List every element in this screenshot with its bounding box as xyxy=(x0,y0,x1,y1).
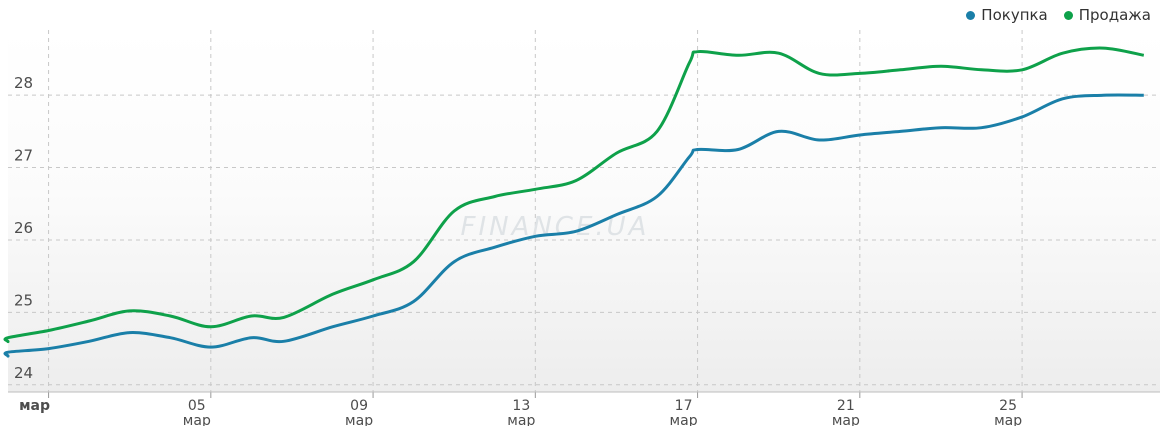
x-tick-label: 17 xyxy=(675,398,693,414)
legend-label-sell: Продажа xyxy=(1078,6,1151,24)
x-tick-label: мар xyxy=(19,398,50,414)
x-tick-sublabel: мар xyxy=(345,413,373,426)
x-tick-sublabel: мар xyxy=(507,413,535,426)
y-tick-label: 24 xyxy=(14,364,33,382)
x-tick-label: 21 xyxy=(837,398,855,414)
x-tick-label: 05 xyxy=(188,398,206,414)
y-tick-label: 26 xyxy=(14,219,33,237)
plot-background xyxy=(8,30,1160,392)
legend-dot-sell-icon xyxy=(1063,10,1073,20)
x-tick-sublabel: мар xyxy=(670,413,698,426)
x-tick-label: 25 xyxy=(999,398,1017,414)
legend-item-sell[interactable]: Продажа xyxy=(1063,6,1151,24)
watermark: FINANCE.UA xyxy=(461,212,650,242)
legend-label-buy: Покупка xyxy=(981,6,1048,24)
legend-dot-buy-icon xyxy=(966,10,976,20)
x-tick-sublabel: мар xyxy=(994,413,1022,426)
chart-legend: Покупка Продажа xyxy=(966,6,1151,24)
y-tick-label: 25 xyxy=(14,291,33,309)
legend-item-buy[interactable]: Покупка xyxy=(966,6,1048,24)
x-tick-sublabel: мар xyxy=(832,413,860,426)
series-line-1[interactable] xyxy=(3,46,1145,344)
y-tick-label: 27 xyxy=(14,147,33,165)
x-tick-sublabel: мар xyxy=(183,413,211,426)
x-tick-label: 09 xyxy=(350,398,368,414)
series-line-0[interactable] xyxy=(3,93,1144,358)
x-tick-label: 13 xyxy=(512,398,530,414)
y-tick-label: 28 xyxy=(14,74,33,92)
